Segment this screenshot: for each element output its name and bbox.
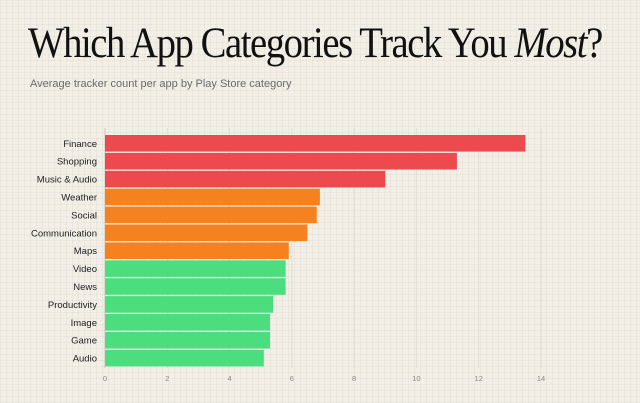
bar-news	[105, 278, 286, 295]
title-question-mark: ?	[586, 20, 603, 67]
x-tick-label-0: 0	[103, 374, 107, 383]
bar-shopping	[105, 152, 457, 170]
x-axis-ticks: 0 2 4 6 8 10 12 14	[103, 374, 545, 383]
x-tick-label-10: 10	[412, 374, 420, 383]
title-emphasis: Most	[514, 20, 587, 67]
bar-image	[105, 314, 271, 331]
x-tick-label-8: 8	[352, 374, 356, 383]
category-label-news: News	[73, 282, 97, 293]
x-tick-label-2: 2	[165, 374, 169, 383]
bar-audio	[105, 349, 264, 367]
bars	[105, 135, 526, 367]
category-label-communication: Communication	[31, 228, 97, 239]
category-label-game: Game	[71, 336, 97, 347]
bar-music-audio	[105, 170, 386, 188]
category-label-social: Social	[71, 210, 97, 221]
category-label-image: Image	[71, 318, 97, 329]
x-tick-label-12: 12	[475, 374, 483, 383]
chart-title: Which App Categories Track You Most?	[28, 18, 603, 70]
bar-maps	[105, 242, 289, 259]
category-labels: Finance Shopping Music & Audio Weather Socia…	[31, 139, 97, 365]
bar-social	[105, 206, 317, 224]
bar-finance	[105, 135, 526, 152]
category-label-maps: Maps	[74, 246, 97, 257]
x-tick-label-14: 14	[537, 374, 545, 383]
category-label-music-audio: Music & Audio	[37, 175, 97, 186]
category-label-video: Video	[73, 264, 97, 275]
category-label-shopping: Shopping	[57, 157, 97, 168]
bar-communication	[105, 224, 308, 242]
bar-game	[105, 331, 271, 349]
category-label-productivity: Productivity	[48, 300, 97, 311]
chart-subtitle: Average tracker count per app by Play St…	[30, 78, 292, 90]
x-tick-label-6: 6	[290, 374, 294, 383]
category-label-finance: Finance	[63, 139, 97, 150]
bar-video	[105, 260, 286, 277]
category-label-weather: Weather	[61, 193, 97, 204]
bar-weather	[105, 188, 320, 206]
bar-productivity	[105, 296, 274, 313]
x-tick-label-4: 4	[227, 374, 231, 383]
category-label-audio: Audio	[73, 354, 97, 365]
title-main: Which App Categories Track You	[28, 20, 515, 67]
